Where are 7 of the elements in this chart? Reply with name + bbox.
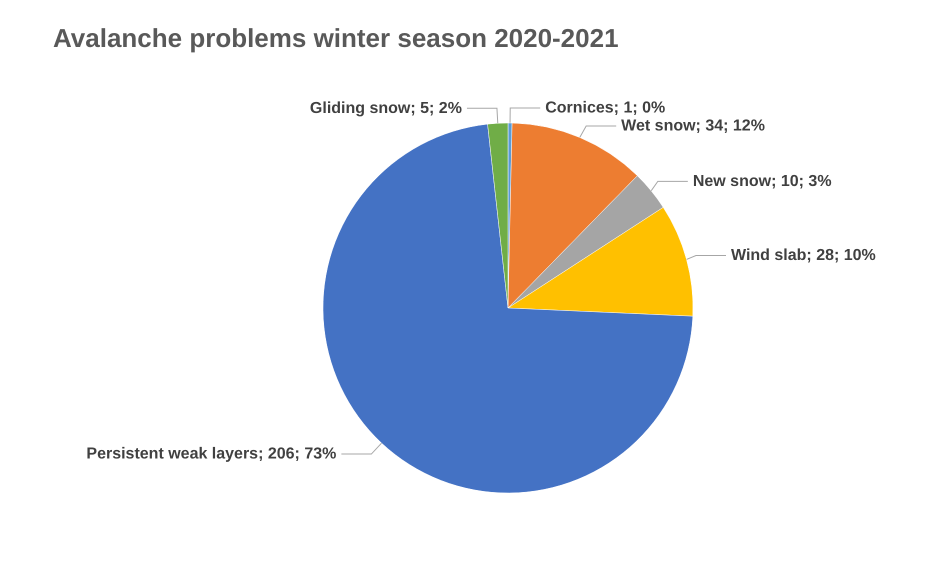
slice-label: New snow; 10; 3% xyxy=(692,172,832,190)
chart-title: Avalanche problems winter season 2020-2021 xyxy=(53,23,619,53)
slice-label: Gliding snow; 5; 2% xyxy=(310,100,462,117)
slice-label: Persistent weak layers; 206; 73% xyxy=(86,446,336,463)
slice-label: Wet snow; 34; 12% xyxy=(621,118,765,135)
slice-label: Wind slab; 28; 10% xyxy=(731,247,876,264)
slice-label: Cornices; 1; 0% xyxy=(545,100,666,117)
